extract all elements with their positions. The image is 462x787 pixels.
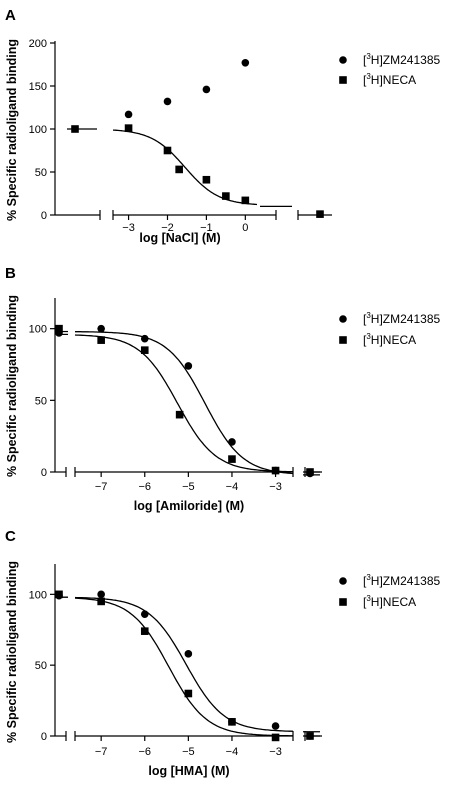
series-zm241385: [3H]ZM241385 <box>55 573 440 740</box>
data-point <box>175 410 184 419</box>
legend-label: [3H]ZM241385 <box>363 311 440 326</box>
chart-panel-c: C 0 50 100 −7 −6 −5 −4 −3 log [HMA] (M) % Specific… <box>5 528 440 778</box>
y-tick-label: 150 <box>29 81 47 93</box>
fit-curve <box>74 597 293 737</box>
data-point <box>163 97 172 106</box>
data-point <box>97 597 105 606</box>
x-tick-label: −2 <box>161 222 174 234</box>
x-axis-title: log [HMA] (M) <box>148 764 229 778</box>
legend-label: [3H]NECA <box>363 332 416 347</box>
x-axis-title: log [NaCl] (M) <box>139 231 220 245</box>
data-point <box>97 590 105 599</box>
panel-letter: B <box>5 265 16 282</box>
data-point <box>97 324 105 333</box>
data-point <box>184 689 193 698</box>
x-tick-label: −3 <box>269 746 282 758</box>
legend-label: [3H]ZM241385 <box>363 573 440 588</box>
fit-curve <box>113 129 258 206</box>
y-axis-title: % Specific radioligand binding <box>5 39 19 221</box>
data-point <box>241 58 250 67</box>
x-tick-label: −7 <box>95 746 108 758</box>
baseline-point <box>55 324 63 333</box>
x-tick-label: −6 <box>138 481 151 493</box>
data-point <box>228 438 236 446</box>
legend-marker <box>339 598 347 606</box>
x-tick-label: −1 <box>200 222 213 234</box>
y-tick-label: 50 <box>35 395 47 407</box>
high-conc-point <box>306 732 314 740</box>
x-tick-label: −4 <box>226 746 239 758</box>
chart-panel-b: B 0 50 100 −7 −6 −5 −4 −3 log [Amiloride] (M) % Sp… <box>5 265 440 513</box>
legend-label: [3H]NECA <box>363 594 416 609</box>
y-tick-label: 200 <box>29 38 47 50</box>
legend-label: [3H]NECA <box>363 72 416 87</box>
data-point <box>184 650 193 658</box>
data-point <box>140 334 149 343</box>
x-tick-label: −4 <box>226 481 239 493</box>
data-point <box>222 192 230 200</box>
series-neca: [3H]NECA <box>55 590 416 742</box>
x-tick-label: −7 <box>95 481 108 493</box>
series-neca: [3H]NECA <box>67 72 416 218</box>
y-tick-label: 0 <box>41 731 47 743</box>
data-point <box>163 146 172 155</box>
data-point <box>271 466 280 475</box>
data-point <box>202 175 211 184</box>
data-point <box>271 733 280 742</box>
y-tick-label: 50 <box>35 167 47 179</box>
legend-marker <box>339 56 347 64</box>
x-axis-title: log [Amiloride] (M) <box>134 499 244 513</box>
data-point <box>228 718 236 726</box>
legend-marker <box>339 336 347 344</box>
fit-curve <box>74 334 293 473</box>
data-point <box>175 165 183 174</box>
y-tick-label: 0 <box>41 210 47 222</box>
baseline-point <box>71 125 79 133</box>
panel-letter: C <box>5 528 16 545</box>
data-point <box>241 196 250 205</box>
data-point <box>140 610 149 618</box>
data-point <box>140 346 149 354</box>
x-tick-label: −3 <box>122 222 135 234</box>
data-point <box>202 85 211 94</box>
data-point <box>228 455 236 463</box>
data-point <box>271 722 280 730</box>
baseline-point <box>55 590 63 599</box>
high-conc-point <box>306 468 314 476</box>
data-point <box>140 627 149 635</box>
legend-marker <box>339 76 347 84</box>
data-point <box>97 336 105 344</box>
legend-marker <box>339 577 347 585</box>
legend-label: [3H]ZM241385 <box>363 52 440 67</box>
y-tick-label: 0 <box>41 467 47 479</box>
y-tick-label: 100 <box>29 324 47 336</box>
y-tick-label: 50 <box>35 660 47 672</box>
fit-curve <box>74 596 294 732</box>
series-zm241385: [3H]ZM241385 <box>124 52 440 119</box>
data-point <box>124 110 133 119</box>
y-tick-label: 100 <box>29 589 47 601</box>
data-point <box>124 124 133 132</box>
legend-marker <box>339 315 347 323</box>
y-tick-label: 100 <box>29 124 47 136</box>
x-tick-label: −6 <box>138 746 151 758</box>
x-tick-label: −5 <box>182 481 195 493</box>
y-axis-title: % Specific radioligand binding <box>5 295 19 477</box>
x-tick-label: −3 <box>269 481 282 493</box>
fit-curve <box>75 331 294 475</box>
x-tick-label: −5 <box>182 746 195 758</box>
data-point <box>184 362 193 370</box>
x-tick-label: 0 <box>242 222 248 234</box>
chart-panel-a: A 0 50 100 150 200 −3 −2 −1 0 log [NaCl] (M) % Spec… <box>5 7 440 245</box>
y-axis-title: % Specific radioligand binding <box>5 561 19 743</box>
high-conc-point <box>316 210 324 218</box>
panel-letter: A <box>5 7 16 24</box>
series-neca: [3H]NECA <box>55 324 416 476</box>
